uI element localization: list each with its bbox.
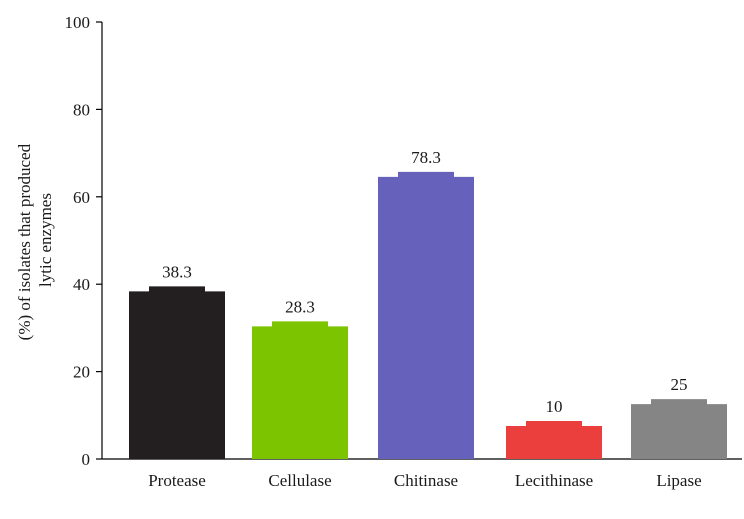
y-tick-label: 80: [73, 100, 90, 119]
y-tick-label: 20: [73, 363, 90, 382]
category-label-cellulase: Cellulase: [268, 471, 331, 490]
data-label-protease: 38.3: [162, 262, 192, 281]
bar-chitinase: [378, 171, 474, 460]
bar-lecithinase: [506, 420, 602, 459]
bar-cellulase: [252, 321, 348, 459]
y-axis-title-line-1: (%) of isolates that produced: [15, 143, 34, 340]
y-axis-title: (%) of isolates that produced lytic enzy…: [15, 140, 55, 341]
category-label-protease: Protease: [148, 471, 206, 490]
y-ticks: 0 20 40 60 80 100: [65, 13, 102, 469]
category-labels: Protease Cellulase Chitinase Lecithinase Lip…: [148, 471, 701, 490]
y-tick-label: 0: [82, 450, 91, 469]
data-label-lecithinase: 10: [546, 397, 563, 416]
y-axis-title-line-2: lytic enzymes: [36, 193, 55, 287]
bars: [129, 171, 727, 460]
bar-protease: [129, 286, 225, 459]
data-label-cellulase: 28.3: [285, 297, 315, 316]
y-tick-label: 100: [65, 13, 91, 32]
category-label-lipase: Lipase: [656, 471, 701, 490]
category-label-chitinase: Chitinase: [394, 471, 458, 490]
data-label-chitinase: 78.3: [411, 148, 441, 167]
bar-lipase: [631, 399, 727, 459]
y-tick-label: 60: [73, 188, 90, 207]
data-label-lipase: 25: [671, 375, 688, 394]
category-label-lecithinase: Lecithinase: [515, 471, 593, 490]
y-tick-label: 40: [73, 275, 90, 294]
data-labels: 38.3 28.3 78.3 10 25: [162, 148, 687, 416]
